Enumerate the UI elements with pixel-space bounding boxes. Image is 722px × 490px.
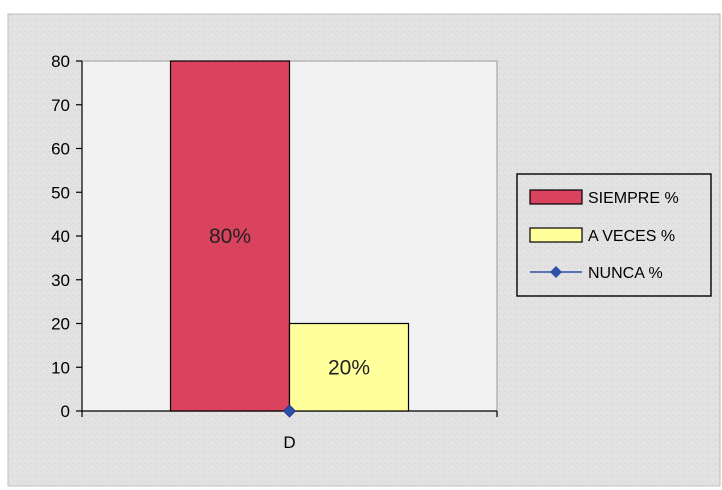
legend-swatch-marker-nunca bbox=[550, 266, 562, 278]
bars bbox=[169, 60, 410, 418]
x-tick-label: D bbox=[283, 433, 295, 452]
legend-label-siempre: SIEMPRE % bbox=[588, 190, 679, 207]
y-tick-label: 80 bbox=[51, 52, 70, 71]
y-tick-label: 70 bbox=[51, 96, 70, 115]
legend-swatch-a-veces bbox=[529, 227, 583, 243]
bar-a-veces bbox=[288, 322, 410, 412]
marker-nunca bbox=[282, 404, 297, 418]
legend-box bbox=[516, 173, 712, 297]
y-axis: 0 10 20 30 40 50 60 70 80 bbox=[51, 52, 83, 421]
y-tick-label: 60 bbox=[51, 140, 70, 159]
data-label-a-veces: 20% bbox=[328, 356, 370, 379]
data-labels: 80% 20% bbox=[209, 225, 370, 379]
y-tick-label: 0 bbox=[61, 402, 70, 421]
y-tick-label: 40 bbox=[51, 227, 70, 246]
legend-label-nunca: NUNCA % bbox=[588, 265, 663, 282]
legend-swatch-siempre bbox=[529, 189, 583, 205]
data-label-siempre: 80% bbox=[209, 225, 251, 248]
bar-siempre bbox=[169, 60, 291, 412]
legend-label-a-veces: A VECES % bbox=[588, 228, 675, 245]
legend: SIEMPRE % A VECES % NUNCA % bbox=[516, 173, 712, 297]
y-tick-label: 50 bbox=[51, 183, 70, 202]
y-tick-label: 10 bbox=[51, 358, 70, 377]
y-tick-label: 20 bbox=[51, 315, 70, 334]
y-tick-label: 30 bbox=[51, 271, 70, 290]
